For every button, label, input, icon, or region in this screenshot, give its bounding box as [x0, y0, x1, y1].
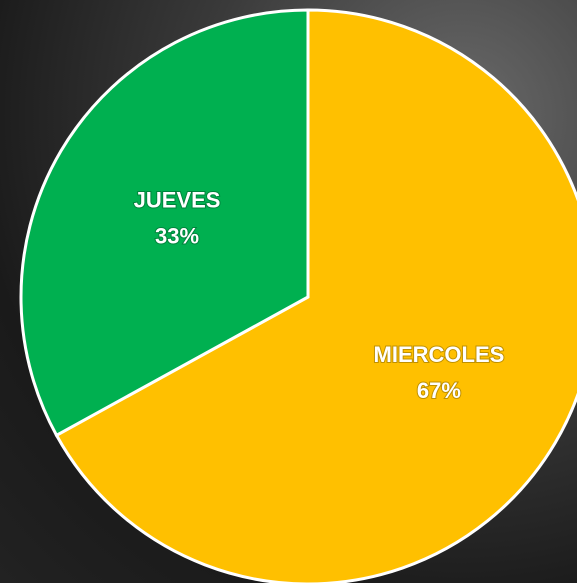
slice-category-label: JUEVES — [134, 187, 221, 212]
slice-value-label: 67% — [417, 378, 461, 403]
pie-slice — [54, 8, 577, 583]
slice-value-label: 33% — [155, 223, 199, 248]
slice-category-label: MIERCOLES — [374, 342, 505, 367]
pie-slice — [19, 8, 310, 438]
